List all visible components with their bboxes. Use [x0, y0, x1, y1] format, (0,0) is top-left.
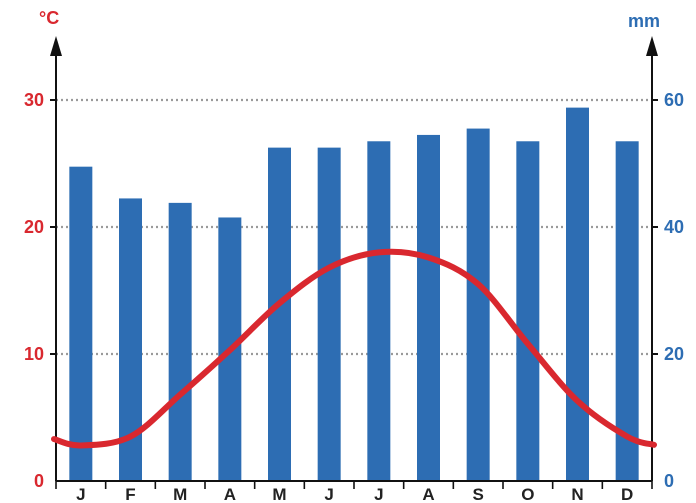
month-label: M	[173, 485, 187, 503]
gridlines	[56, 98, 652, 356]
precipitation-bar	[69, 166, 93, 482]
precipitation-bar	[367, 141, 391, 481]
month-label: J	[324, 485, 333, 503]
month-label: N	[571, 485, 583, 503]
month-label: F	[125, 485, 135, 503]
right-tick-label: 20	[664, 344, 684, 364]
right-tick-label: 0	[664, 471, 674, 491]
month-label: A	[224, 485, 236, 503]
precipitation-bar	[119, 198, 142, 482]
precipitation-bar	[566, 107, 589, 482]
axes	[50, 36, 658, 489]
month-label: M	[272, 485, 286, 503]
precipitation-bar	[317, 147, 341, 481]
precipitation-bars	[69, 107, 639, 482]
left-tick-label: 10	[24, 344, 44, 364]
precipitation-bar	[168, 202, 192, 481]
left-axis-unit: °C	[39, 8, 59, 28]
tick-labels: 0 10 20 30 0 20 40 60	[24, 90, 684, 491]
precipitation-bar	[268, 147, 291, 481]
left-tick-label: 20	[24, 217, 44, 237]
right-tick-label: 40	[664, 217, 684, 237]
month-label: A	[422, 485, 434, 503]
temperature-line	[51, 248, 657, 449]
temperature-line-group	[51, 248, 657, 449]
right-axis-arrow	[646, 36, 658, 56]
left-tick-label: 30	[24, 90, 44, 110]
precipitation-bar	[615, 141, 639, 481]
month-label: D	[621, 485, 633, 503]
month-label: S	[472, 485, 483, 503]
precipitation-bar	[516, 141, 540, 481]
month-label: O	[521, 485, 534, 503]
month-label: J	[374, 485, 383, 503]
right-axis-unit: mm	[628, 11, 660, 31]
left-tick-label: 0	[34, 471, 44, 491]
left-axis-arrow	[50, 36, 62, 56]
precipitation-bar	[417, 134, 440, 482]
right-tick-label: 60	[664, 90, 684, 110]
precipitation-bar	[466, 128, 490, 481]
month-label: J	[76, 485, 85, 503]
